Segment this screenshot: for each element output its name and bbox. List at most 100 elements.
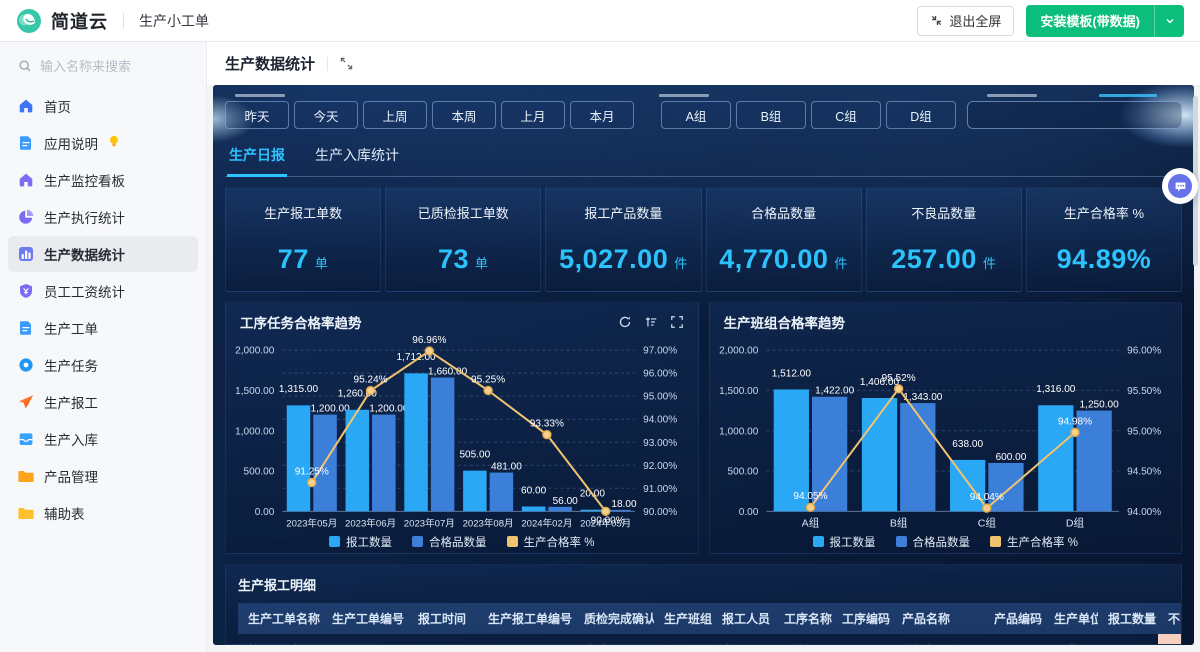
time-filter-button-2[interactable]: 上周 — [363, 101, 427, 129]
time-filter-button-4[interactable]: 上月 — [501, 101, 565, 129]
sidebar-item-3[interactable]: 生产执行统计 — [8, 199, 198, 235]
group-filter-button-1[interactable]: B组 — [736, 101, 806, 129]
fullscreen-icon[interactable] — [670, 315, 684, 329]
group-filter-button-2[interactable]: C组 — [811, 101, 881, 129]
group-filter-button-0[interactable]: A组 — [661, 101, 731, 129]
team-pass-rate-svg: 94.00% 94.50% 95.00% 95.50% 96.00% 0.00 500.00… — [719, 346, 1161, 530]
sidebar-item-1[interactable]: 应用说明 — [8, 125, 198, 161]
table-cell: 2024/05/10 — [408, 634, 478, 644]
svg-text:95.00%: 95.00% — [1127, 426, 1161, 437]
legend-item[interactable]: 生产合格率 % — [990, 534, 1078, 550]
stat-title: 已质检报工单数 — [417, 206, 509, 221]
home-blue-icon — [18, 98, 34, 114]
svg-text:96.00%: 96.00% — [1127, 346, 1161, 357]
svg-text:94.98%: 94.98% — [1057, 416, 1091, 427]
time-filter-button-1[interactable]: 今天 — [294, 101, 358, 129]
sidebar-item-10[interactable]: 产品管理 — [8, 458, 198, 494]
time-filter-button-5[interactable]: 本月 — [570, 101, 634, 129]
sidebar-item-label: 生产数据统计 — [44, 248, 125, 263]
refresh-icon[interactable] — [618, 315, 632, 329]
svg-text:1,260.00: 1,260.00 — [338, 389, 378, 400]
badge-purple-icon — [18, 283, 34, 299]
panel-header: 生产班组合格率趋势 — [714, 312, 1178, 334]
send-orange-icon — [18, 394, 34, 410]
tab-0[interactable]: 生产日报 — [227, 142, 287, 177]
svg-text:1,660.00: 1,660.00 — [428, 367, 468, 378]
legend-item[interactable]: 生产合格率 % — [506, 534, 594, 550]
time-filter-button-3[interactable]: 本周 — [432, 101, 496, 129]
sidebar-item-0[interactable]: 首页 — [8, 88, 198, 124]
product-filter-input[interactable] — [967, 101, 1182, 129]
svg-text:1,316.00: 1,316.00 — [1036, 384, 1076, 395]
svg-text:1,500.00: 1,500.00 — [719, 386, 759, 397]
sidebar-item-9[interactable]: 生产入库 — [8, 421, 198, 457]
svg-text:95.00%: 95.00% — [643, 392, 677, 403]
svg-text:92.00%: 92.00% — [643, 461, 677, 472]
svg-text:93.33%: 93.33% — [530, 419, 564, 430]
svg-text:2,000.00: 2,000.00 — [719, 346, 759, 357]
sort-icon[interactable] — [644, 315, 658, 329]
tab-1[interactable]: 生产入库统计 — [315, 147, 399, 163]
install-template-button[interactable]: 安装模板(带数据) — [1026, 4, 1154, 37]
time-filter-button-0[interactable]: 昨天 — [225, 101, 289, 129]
top-actions: 退出全屏 安装模板(带数据) — [917, 4, 1184, 37]
svg-text:96.96%: 96.96% — [412, 335, 446, 346]
svg-text:94.00%: 94.00% — [643, 415, 677, 426]
sidebar-item-4[interactable]: 生产数据统计 — [8, 236, 198, 272]
table-cell: A002 — [984, 634, 1044, 644]
brand: 简道云 生产小工单 — [16, 8, 209, 34]
clipped-label — [987, 94, 1037, 97]
table-cell: SCBG240510-01 — [478, 634, 574, 644]
clipped-label — [659, 94, 709, 97]
stat-value: 77 单 — [277, 244, 329, 274]
sidebar-search-input[interactable] — [40, 58, 180, 74]
install-template-group: 安装模板(带数据) — [1026, 4, 1184, 37]
install-template-dropdown[interactable] — [1154, 4, 1184, 37]
svg-text:94.00%: 94.00% — [1127, 507, 1161, 518]
folder-yellow-icon — [18, 505, 34, 521]
legend-item[interactable]: 报工数量 — [812, 534, 876, 550]
svg-text:1,200.00: 1,200.00 — [311, 404, 351, 415]
home-purple-icon — [18, 172, 34, 188]
app-name: 生产小工单 — [139, 12, 209, 29]
sidebar-item-7[interactable]: 生产任务 — [8, 347, 198, 383]
stat-unit: 件 — [982, 256, 997, 271]
stat-cards-row: 生产报工单数 77 单 已质检报工单数 73 单 报工产品数量 5,027.00 件 合格品数量 4… — [225, 187, 1183, 292]
svg-text:2023年06月: 2023年06月 — [345, 517, 396, 529]
sidebar-item-2[interactable]: 生产监控看板 — [8, 162, 198, 198]
svg-text:C组: C组 — [977, 516, 996, 529]
search-icon — [19, 60, 31, 72]
legend-item[interactable]: 合格品数量 — [895, 534, 970, 550]
clipped-filter-labels — [225, 91, 1182, 98]
table-row[interactable]: 第18周-生产工单2024.5A01SCJH240510012024/05/10… — [238, 634, 1181, 644]
page-header: 生产数据统计 — [207, 42, 1200, 85]
clipped-label — [235, 94, 285, 97]
sidebar-item-label: 员工工资统计 — [44, 285, 125, 300]
stat-card-1: 已质检报工单数 73 单 — [385, 187, 542, 292]
sidebar-item-8[interactable]: 生产报工 — [8, 384, 198, 420]
svg-text:60.00: 60.00 — [521, 485, 547, 496]
customer-service-button[interactable] — [1162, 168, 1198, 204]
legend-item[interactable]: 合格品数量 — [412, 534, 487, 550]
stat-card-2: 报工产品数量 5,027.00 件 — [545, 187, 702, 292]
svg-text:56.00: 56.00 — [553, 496, 579, 507]
column-header: 报工数量 — [1098, 603, 1158, 634]
process-task-chart: 90.00% 91.00% 92.00% 93.00% 94.00% 95.00% 96.0… — [230, 334, 694, 550]
stat-value: 73 单 — [437, 244, 489, 274]
stat-title: 报工产品数量 — [584, 206, 663, 221]
table-cell: SCJH24051001 — [322, 634, 408, 644]
dashboard-tabs: 生产日报 生产入库统计 — [225, 142, 1182, 177]
group-filter-button-3[interactable]: D组 — [886, 101, 956, 129]
sidebar-item-label: 生产监控看板 — [44, 174, 125, 189]
sidebar-item-11[interactable]: 辅助表 — [8, 495, 198, 531]
sidebar-item-label: 首页 — [44, 100, 71, 115]
svg-text:2024年02月: 2024年02月 — [521, 517, 572, 529]
chart-title: 工序任务合格率趋势 — [240, 316, 362, 331]
exit-fullscreen-button[interactable]: 退出全屏 — [917, 5, 1015, 36]
sidebar-search[interactable] — [0, 48, 206, 84]
svg-text:500.00: 500.00 — [244, 467, 275, 478]
legend-item[interactable]: 报工数量 — [329, 534, 392, 550]
sidebar-item-6[interactable]: 生产工单 — [8, 310, 198, 346]
sidebar-item-5[interactable]: 员工工资统计 — [8, 273, 198, 309]
expand-icon[interactable] — [340, 57, 353, 70]
